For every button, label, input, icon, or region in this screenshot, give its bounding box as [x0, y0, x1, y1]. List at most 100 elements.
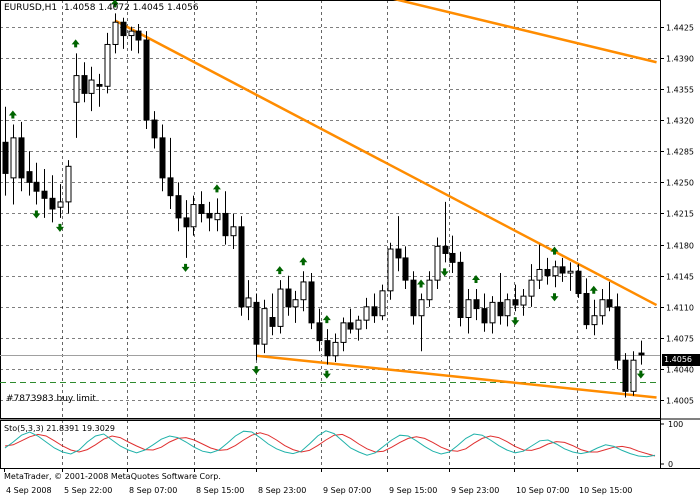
fractal-up-icon: [417, 279, 426, 288]
pending-order-label[interactable]: #7873983 buy limit: [6, 394, 96, 404]
candle-bull: [426, 279, 433, 301]
candle-bear: [175, 195, 182, 219]
fractal-markers: [8, 0, 645, 379]
time-tick-label: 4 Sep 2008: [6, 486, 52, 495]
candle-bear: [583, 292, 590, 326]
time-tick-label: 9 Sep 07:00: [323, 486, 371, 495]
time-tick-label: 8 Sep 23:00: [258, 486, 306, 495]
candle-bull: [10, 137, 17, 179]
price-scale: 1.4425 1.4390 1.4355 1.4320 1.4285 1.4250 1.42…: [660, 0, 694, 468]
fractal-down-icon: [55, 223, 64, 232]
fractal-up-icon: [550, 246, 559, 255]
candle-bull: [277, 288, 284, 327]
candle-bear: [2, 141, 9, 174]
indicator-tick-label: 100: [668, 420, 683, 429]
fractal-up-icon: [8, 110, 17, 119]
fractal-down-icon: [252, 366, 261, 375]
trendlines: [114, 0, 658, 399]
time-tick-label: 5 Sep 22:00: [64, 486, 112, 495]
candle-bear: [41, 190, 48, 199]
fractal-up-icon: [322, 315, 331, 324]
candle-bear: [96, 83, 103, 87]
candle-bull: [465, 299, 472, 319]
candle-bull: [387, 248, 394, 292]
candle-bear: [559, 266, 566, 274]
candle-bull: [489, 301, 496, 324]
price-tick-label: 1.4355: [666, 86, 694, 95]
fractal-down-icon: [511, 317, 520, 326]
fractal-down-icon: [550, 293, 559, 302]
price-tick-label: 1.4075: [666, 335, 694, 344]
candle-bear: [316, 322, 323, 342]
candle-bull: [230, 226, 237, 237]
candle-bear: [347, 322, 354, 330]
trendline: [256, 354, 657, 399]
candle-bear: [402, 257, 409, 281]
candle-bull: [57, 201, 64, 208]
candle-bull: [630, 359, 637, 392]
fractal-up-icon: [299, 257, 308, 266]
fractal-down-icon: [440, 268, 449, 277]
time-tick-label: 9 Sep 23:00: [451, 486, 499, 495]
stochastic-subwindow: 100 0: [4, 420, 683, 469]
candle-bear: [159, 137, 166, 179]
price-tick-label: 1.4425: [666, 24, 694, 33]
candle-bull: [504, 299, 511, 317]
candle-bull: [112, 21, 119, 45]
fractal-up-icon: [71, 39, 80, 48]
candle-bull: [300, 281, 307, 301]
candle-bull: [88, 79, 95, 94]
candle-bear: [606, 299, 613, 308]
candle-bear: [120, 21, 127, 37]
candle-bull: [567, 270, 574, 274]
candle-bull: [190, 204, 197, 228]
candles: [2, 13, 645, 398]
candle-bear: [253, 301, 260, 345]
time-tick-label: 10 Sep 07:00: [516, 486, 569, 495]
candle-bull: [599, 299, 606, 317]
candle-bear: [285, 288, 292, 308]
time-scale: 4 Sep 2008 5 Sep 22:00 8 Sep 07:00 8 Sep 15…: [0, 468, 700, 495]
time-tick-label: 8 Sep 07:00: [129, 486, 177, 495]
candle-bull: [214, 212, 221, 221]
candle-bull: [340, 322, 347, 343]
fractal-down-icon: [636, 370, 645, 379]
symbol-timeframe: EURUSD,H1: [4, 3, 58, 13]
candle-bear: [151, 119, 158, 139]
price-tick-label: 1.4390: [666, 55, 694, 64]
fractal-down-icon: [32, 210, 41, 219]
stochastic-label: Sto(5,3,3) 21.8391 19.3029: [4, 424, 115, 433]
candle-bear: [269, 317, 276, 327]
candle-bear: [26, 171, 33, 183]
fractal-up-icon: [472, 275, 480, 284]
candle-bull: [520, 295, 527, 306]
candle-bear: [481, 308, 488, 324]
trendline: [393, 0, 657, 64]
fractal-down-icon: [181, 263, 190, 272]
stochastic-main-line: [4, 430, 656, 458]
chart-header: EURUSD,H1 1.4058 1.4072 1.4045 1.4056: [4, 3, 199, 13]
candle-bull: [73, 75, 80, 103]
price-tick-label: 1.4005: [666, 397, 694, 406]
candle-bull: [379, 290, 386, 317]
candle-bear: [324, 340, 331, 357]
candle-bull: [434, 245, 441, 281]
fractal-up-icon: [589, 285, 598, 294]
candle-bear: [308, 281, 315, 324]
price-tick-label: 1.4320: [666, 117, 694, 126]
price-tick-label: 1.4040: [666, 366, 694, 375]
candle-bull: [128, 30, 135, 37]
time-tick-label: 9 Sep 15:00: [389, 486, 437, 495]
candle-bear: [614, 306, 621, 361]
price-tick-label: 1.4215: [666, 210, 694, 219]
trendline: [114, 19, 658, 307]
candle-bear: [442, 245, 449, 254]
price-tick-label: 1.4180: [666, 242, 694, 251]
candle-bear: [473, 299, 480, 310]
candle-bull: [363, 306, 370, 321]
time-tick-label: 8 Sep 15:00: [196, 486, 244, 495]
candle-bear: [135, 30, 142, 41]
candle-bear: [81, 75, 88, 94]
